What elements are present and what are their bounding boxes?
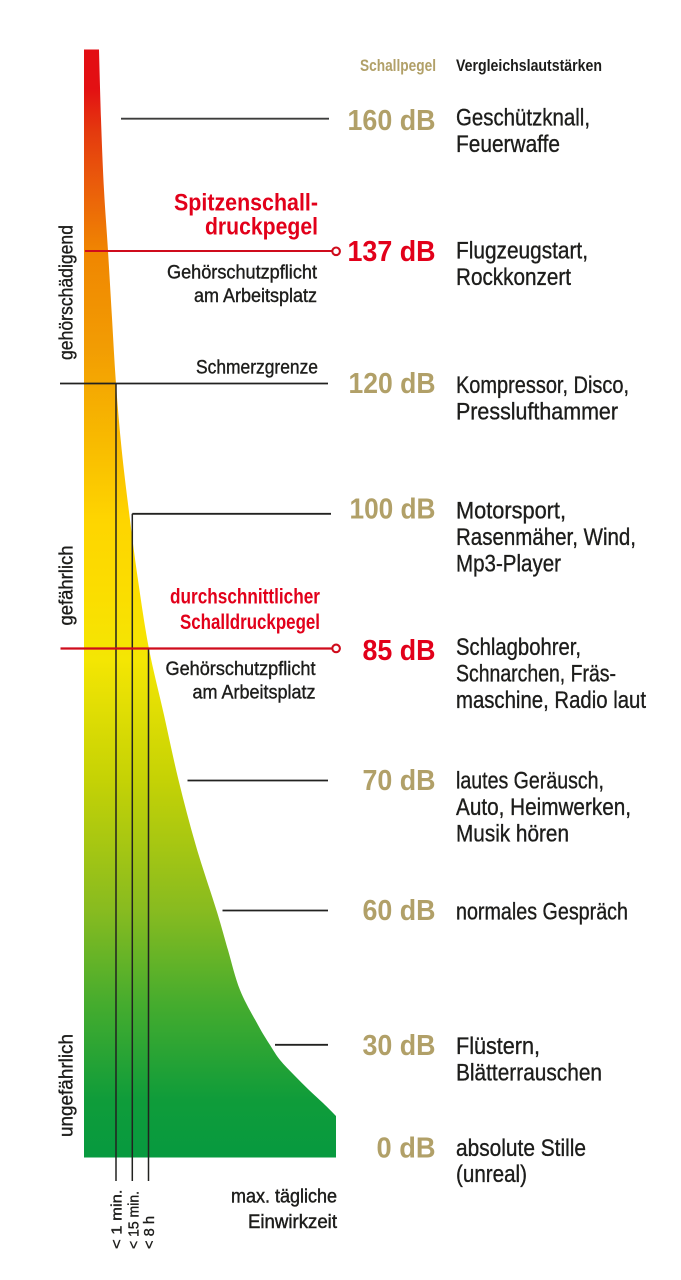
svg-text:Rockkonzert: Rockkonzert [456, 264, 571, 291]
svg-text:Geschützknall,: Geschützknall, [456, 105, 590, 132]
svg-text:70 dB: 70 dB [363, 765, 436, 797]
svg-text:lautes Geräusch,: lautes Geräusch, [456, 768, 604, 795]
svg-text:Motorsport,: Motorsport, [456, 498, 566, 525]
svg-text:gehörschädigend: gehörschädigend [57, 225, 78, 360]
svg-text:120 dB: 120 dB [349, 368, 436, 400]
svg-text:137 dB: 137 dB [348, 236, 436, 268]
svg-text:Flüstern,: Flüstern, [456, 1033, 540, 1060]
svg-text:Blätterrauschen: Blätterrauschen [456, 1060, 602, 1087]
svg-text:am Arbeitsplatz: am Arbeitsplatz [193, 682, 316, 704]
svg-text:Musik hören: Musik hören [456, 821, 569, 848]
svg-text:0 dB: 0 dB [377, 1133, 436, 1165]
svg-text:Mp3-Player: Mp3-Player [456, 551, 561, 578]
svg-text:absolute Stille: absolute Stille [456, 1135, 586, 1162]
svg-text:max. tägliche: max. tägliche [231, 1186, 337, 1208]
svg-text:Presslufthammer: Presslufthammer [456, 399, 618, 426]
svg-text:am Arbeitsplatz: am Arbeitsplatz [194, 285, 317, 307]
svg-text:(unreal): (unreal) [456, 1161, 527, 1188]
svg-text:60 dB: 60 dB [363, 895, 436, 927]
svg-text:Spitzenschall-: Spitzenschall- [174, 190, 318, 217]
svg-text:durchschnittlicher: durchschnittlicher [170, 586, 320, 609]
svg-text:Schnarchen, Fräs-: Schnarchen, Fräs- [456, 661, 616, 688]
svg-text:druckpegel: druckpegel [205, 214, 318, 241]
svg-text:160 dB: 160 dB [348, 105, 436, 137]
svg-text:Gehörschutzpflicht: Gehörschutzpflicht [166, 658, 317, 680]
svg-text:maschine, Radio laut: maschine, Radio laut [456, 687, 646, 714]
svg-text:Vergleichslautstärken: Vergleichslautstärken [456, 56, 602, 75]
svg-text:Auto, Heimwerken,: Auto, Heimwerken, [456, 794, 631, 821]
svg-text:Schmerzgrenze: Schmerzgrenze [196, 357, 318, 379]
svg-text:Einwirkzeit: Einwirkzeit [248, 1211, 338, 1233]
svg-text:normales Gespräch: normales Gespräch [456, 899, 628, 926]
svg-text:30 dB: 30 dB [363, 1030, 436, 1062]
svg-text:85 dB: 85 dB [363, 635, 436, 667]
svg-text:100 dB: 100 dB [350, 494, 436, 526]
svg-text:Schlagbohrer,: Schlagbohrer, [456, 634, 581, 661]
svg-text:Feuerwaffe: Feuerwaffe [456, 131, 560, 158]
svg-text:Schalldruckpegel: Schalldruckpegel [180, 611, 320, 634]
svg-text:Gehörschutzpflicht: Gehörschutzpflicht [167, 262, 318, 284]
svg-text:ungefährlich: ungefährlich [57, 1034, 78, 1137]
svg-text:gefährlich: gefährlich [57, 546, 78, 626]
svg-text:Flugzeugstart,: Flugzeugstart, [456, 238, 588, 265]
svg-text:< 1 min.: < 1 min. [109, 1190, 126, 1250]
svg-text:Kompressor, Disco,: Kompressor, Disco, [456, 372, 629, 399]
svg-text:Schallpegel: Schallpegel [360, 56, 436, 75]
svg-text:< 8 h: < 8 h [141, 1216, 158, 1249]
svg-text:Rasenmäher, Wind,: Rasenmäher, Wind, [456, 524, 636, 551]
svg-text:< 15 min.: < 15 min. [126, 1191, 143, 1249]
